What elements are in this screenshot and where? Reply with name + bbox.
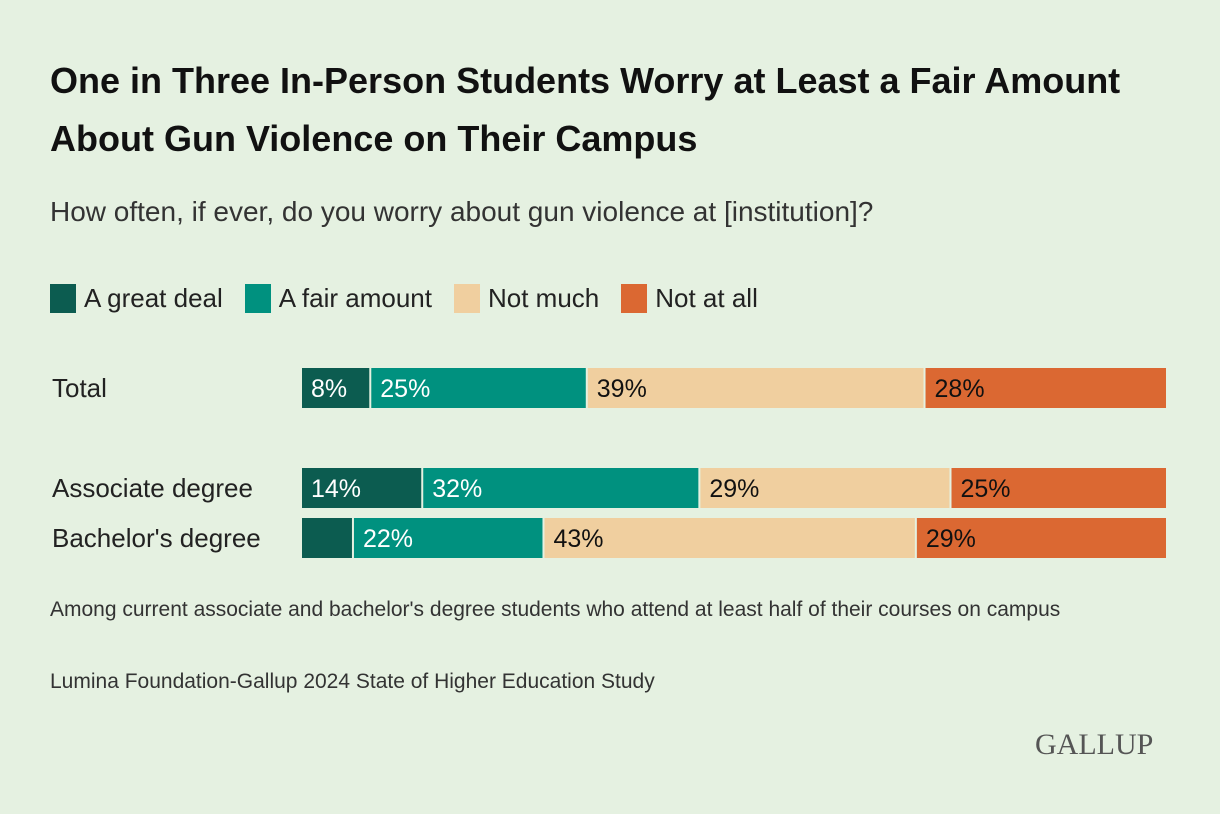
data-label: 8% [311, 375, 347, 403]
data-label: 25% [961, 475, 1011, 503]
gallup-logo: GALLUP [1035, 728, 1154, 761]
bar-segment [302, 518, 352, 558]
bar-segment [587, 368, 924, 408]
bar-segment [302, 468, 422, 508]
bar-segment [925, 368, 1166, 408]
bar-segment [544, 518, 915, 558]
stacked-bar-chart: Total 8% 25% 39% 28% Associate degree 14% 32% 29… [52, 368, 1166, 558]
bar-segment [371, 368, 586, 408]
legend-label: A fair amount [278, 283, 432, 313]
legend-swatch [50, 284, 76, 313]
legend-label: Not at all [655, 283, 758, 313]
legend-label: Not much [487, 283, 600, 313]
category-label: Bachelor's degree [52, 523, 261, 553]
legend: A great deal A fair amount Not much Not … [50, 283, 758, 314]
chart-subtitle: How often, if ever, do you worry about g… [50, 196, 874, 227]
chart-note: Among current associate and bachelor's d… [50, 598, 1061, 621]
data-label: 22% [363, 525, 413, 553]
category-label: Associate degree [52, 473, 253, 503]
data-label: 32% [432, 475, 482, 503]
legend-item-not-much: Not much [453, 283, 600, 314]
bar-segment [423, 468, 699, 508]
bar-segment [916, 518, 1166, 558]
legend-swatch [244, 284, 271, 313]
data-label: 25% [380, 375, 430, 403]
bar-segment [353, 518, 543, 558]
data-label: 39% [597, 375, 647, 403]
chart-title: One in Three In-Person Students Worry at… [50, 60, 1121, 159]
bar-segment [951, 468, 1166, 508]
data-label: 43% [553, 525, 603, 553]
legend-item-great-deal: A great deal [50, 283, 223, 314]
legend-swatch [453, 284, 480, 313]
bar-segment [700, 468, 950, 508]
chart-source: Lumina Foundation-Gallup 2024 State of H… [50, 670, 655, 693]
data-label: 14% [311, 475, 361, 503]
data-label: 29% [709, 475, 759, 503]
legend-label: A great deal [84, 283, 223, 313]
legend-item-fair-amount: A fair amount [244, 283, 432, 314]
data-label: 28% [935, 375, 985, 403]
data-label: 29% [926, 525, 976, 553]
legend-swatch [621, 284, 648, 313]
bar-segment [302, 368, 370, 408]
category-label: Total [52, 373, 107, 403]
legend-item-not-at-all: Not at all [621, 283, 758, 314]
